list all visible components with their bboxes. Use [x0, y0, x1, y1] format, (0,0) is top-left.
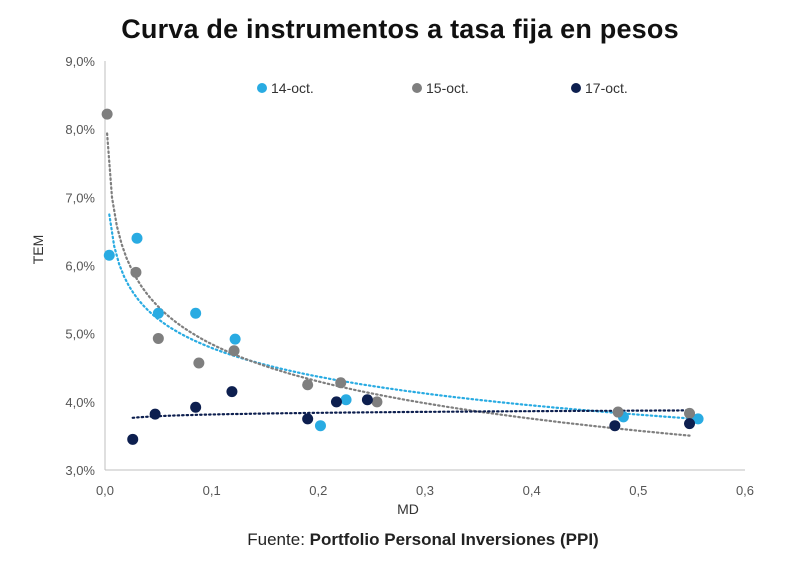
- data-point: [131, 232, 143, 244]
- data-point: [371, 396, 383, 408]
- x-tick-label: 0,0: [96, 483, 114, 498]
- y-tick-label: 4,0%: [65, 395, 95, 410]
- trendline: [106, 132, 691, 437]
- source-name: Portfolio Personal Inversiones (PPI): [309, 530, 599, 549]
- data-point: [193, 357, 205, 369]
- data-point: [229, 333, 241, 345]
- y-tick-label: 7,0%: [65, 190, 95, 205]
- data-point: [101, 108, 113, 120]
- x-tick-label: 0,1: [203, 483, 221, 498]
- y-tick-label: 3,0%: [65, 463, 95, 478]
- data-point: [149, 408, 161, 420]
- data-point: [130, 266, 142, 278]
- legend-item: 17-oct.: [571, 80, 628, 96]
- data-point: [302, 379, 314, 391]
- y-tick-label: 9,0%: [65, 54, 95, 69]
- legend-item: 15-oct.: [412, 80, 469, 96]
- y-tick-label: 8,0%: [65, 122, 95, 137]
- legend-label: 14-oct.: [271, 80, 314, 96]
- data-point: [340, 394, 352, 406]
- data-point: [335, 377, 347, 389]
- data-point: [330, 396, 342, 408]
- axes: 3,0% 4,0% 5,0% 6,0% 7,0% 8,0% 9,0% 0,0 0,1 0,2 0,3…: [30, 54, 754, 517]
- legend-marker: [257, 83, 267, 93]
- data-point: [190, 401, 202, 413]
- x-axis-label: MD: [397, 501, 419, 517]
- legend-marker: [412, 83, 422, 93]
- data-point: [226, 386, 238, 398]
- data-point: [684, 407, 696, 419]
- legend-label: 15-oct.: [426, 80, 469, 96]
- legend-item: 14-oct.: [257, 80, 314, 96]
- data-point: [302, 413, 314, 425]
- data-point: [103, 249, 115, 261]
- data-point: [127, 433, 139, 445]
- y-axis-label: TEM: [30, 235, 46, 265]
- y-tick-label: 5,0%: [65, 327, 95, 342]
- x-tick-label: 0,4: [523, 483, 541, 498]
- trendlines: [106, 132, 700, 437]
- trendline: [131, 409, 691, 419]
- data-point: [190, 307, 202, 319]
- data-point: [361, 394, 373, 406]
- data-point: [152, 332, 164, 344]
- legend-marker: [571, 83, 581, 93]
- data-point: [152, 307, 164, 319]
- data-point: [609, 420, 621, 432]
- x-tick-label: 0,6: [736, 483, 754, 498]
- x-tick-label: 0,5: [629, 483, 647, 498]
- chart-title: Curva de instrumentos a tasa fija en pes…: [121, 14, 679, 44]
- y-tick-label: 6,0%: [65, 259, 95, 274]
- data-point: [314, 420, 326, 432]
- trendline: [108, 213, 700, 421]
- data-point: [228, 345, 240, 357]
- source-note: Fuente: Portfolio Personal Inversiones (…: [0, 530, 800, 550]
- data-point: [612, 406, 624, 418]
- legend-label: 17-oct.: [585, 80, 628, 96]
- data-point: [692, 413, 704, 425]
- legend: 14-oct. 15-oct. 17-oct.: [257, 80, 628, 96]
- data-points: [101, 108, 704, 445]
- source-prefix: Fuente:: [247, 530, 310, 549]
- x-tick-label: 0,2: [309, 483, 327, 498]
- data-point: [684, 418, 696, 430]
- x-tick-label: 0,3: [416, 483, 434, 498]
